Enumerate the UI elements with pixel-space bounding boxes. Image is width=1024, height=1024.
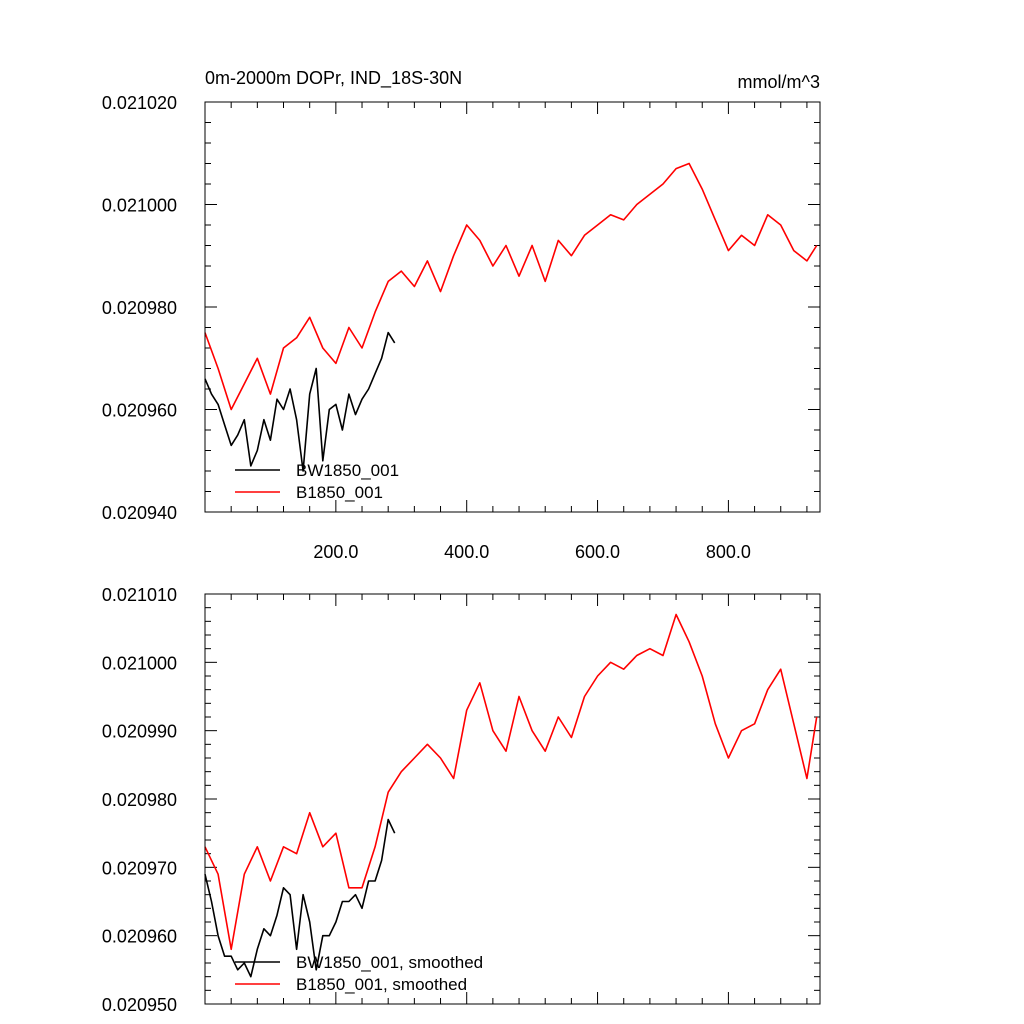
bottom-panel: 0.021010 0.021000 0.020990 0.020980 0.020970… xyxy=(102,585,821,1015)
units-label: mmol/m^3 xyxy=(738,72,820,92)
y-tick-label: 0.020980 xyxy=(102,790,177,810)
series-line-b1850-001 xyxy=(204,162,818,411)
legend-label-bw1850-smoothed: BW1850_001, smoothed xyxy=(296,953,483,972)
y-tick-label: 0.020980 xyxy=(102,298,177,318)
x-tick-label: 600.0 xyxy=(575,542,620,562)
x-tick-label: 800.0 xyxy=(706,542,751,562)
legend-label-b1850-smoothed: B1850_001, smoothed xyxy=(296,975,467,994)
y-tick-label: 0.020940 xyxy=(102,503,177,523)
y-tick-label: 0.020950 xyxy=(102,995,177,1015)
legend-label-bw1850: BW1850_001 xyxy=(296,461,399,480)
top-panel: 0m-2000m DOPr, IND_18S-30N mmol/m^3 200.… xyxy=(102,68,821,562)
y-tick-label: 0.021000 xyxy=(102,196,177,216)
y-tick-label: 0.021020 xyxy=(102,93,177,113)
bottom-legend: BW1850_001, smoothed B1850_001, smoothed xyxy=(235,953,483,994)
bottom-series xyxy=(204,613,818,978)
top-series xyxy=(204,162,818,472)
y-tick-label: 0.021010 xyxy=(102,585,177,605)
y-tick-label: 0.020970 xyxy=(102,858,177,878)
legend-label-b1850: B1850_001 xyxy=(296,483,383,502)
x-tick-label: 200.0 xyxy=(313,542,358,562)
series-line-bw1850-001-smoothed xyxy=(204,818,396,978)
y-tick-label: 0.020960 xyxy=(102,927,177,947)
top-legend: BW1850_001 B1850_001 xyxy=(235,461,399,502)
bottom-plot-frame xyxy=(204,593,821,1005)
y-tick-label: 0.021000 xyxy=(102,653,177,673)
x-tick-label: 400.0 xyxy=(444,542,489,562)
y-tick-label: 0.020990 xyxy=(102,722,177,742)
top-tick-labels: 200.0 400.0 600.0 800.0 0.021020 0.021000 0.02… xyxy=(102,93,751,562)
top-plot-frame xyxy=(204,101,821,513)
series-line-b1850-001-smoothed xyxy=(204,613,818,951)
series-line-bw1850-001 xyxy=(204,331,396,472)
chart-title: 0m-2000m DOPr, IND_18S-30N xyxy=(205,68,462,89)
y-tick-label: 0.020960 xyxy=(102,401,177,421)
top-ticks xyxy=(205,101,820,513)
bottom-tick-labels: 0.021010 0.021000 0.020990 0.020980 0.020970… xyxy=(102,585,177,1015)
